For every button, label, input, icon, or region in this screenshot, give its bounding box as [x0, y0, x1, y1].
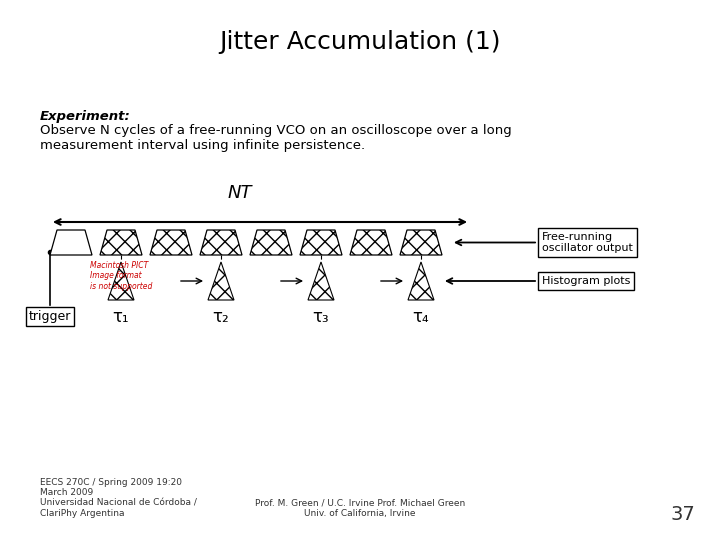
Text: EECS 270C / Spring 2009 19:20
March 2009
Universidad Nacional de Córdoba /
Clari: EECS 270C / Spring 2009 19:20 March 2009… — [40, 478, 197, 518]
Text: τ₄: τ₄ — [413, 308, 429, 326]
Polygon shape — [150, 230, 192, 255]
Text: τ₁: τ₁ — [113, 308, 130, 326]
Text: Macintosh PICT
Image format
is not supported: Macintosh PICT Image format is not suppo… — [90, 261, 153, 291]
Polygon shape — [400, 230, 442, 255]
Text: Jitter Accumulation (1): Jitter Accumulation (1) — [220, 30, 500, 54]
Text: Experiment:: Experiment: — [40, 110, 131, 123]
Polygon shape — [250, 230, 292, 255]
Text: τ₂: τ₂ — [212, 308, 230, 326]
Polygon shape — [50, 230, 92, 255]
Polygon shape — [300, 230, 342, 255]
Polygon shape — [308, 262, 334, 300]
Text: τ₃: τ₃ — [312, 308, 329, 326]
Polygon shape — [408, 262, 434, 300]
Polygon shape — [208, 262, 234, 300]
Text: Prof. M. Green / U.C. Irvine Prof. Michael Green
Univ. of California, Irvine: Prof. M. Green / U.C. Irvine Prof. Micha… — [255, 498, 465, 518]
Text: Histogram plots: Histogram plots — [542, 276, 631, 286]
Polygon shape — [100, 230, 142, 255]
Text: NT: NT — [228, 184, 252, 202]
Text: Free-running
oscillator output: Free-running oscillator output — [542, 232, 633, 253]
Text: Observe N cycles of a free-running VCO on an oscilloscope over a long
measuremen: Observe N cycles of a free-running VCO o… — [40, 124, 512, 152]
Text: 37: 37 — [670, 505, 695, 524]
Polygon shape — [108, 262, 134, 300]
Text: trigger: trigger — [29, 310, 71, 323]
Polygon shape — [350, 230, 392, 255]
Polygon shape — [200, 230, 242, 255]
